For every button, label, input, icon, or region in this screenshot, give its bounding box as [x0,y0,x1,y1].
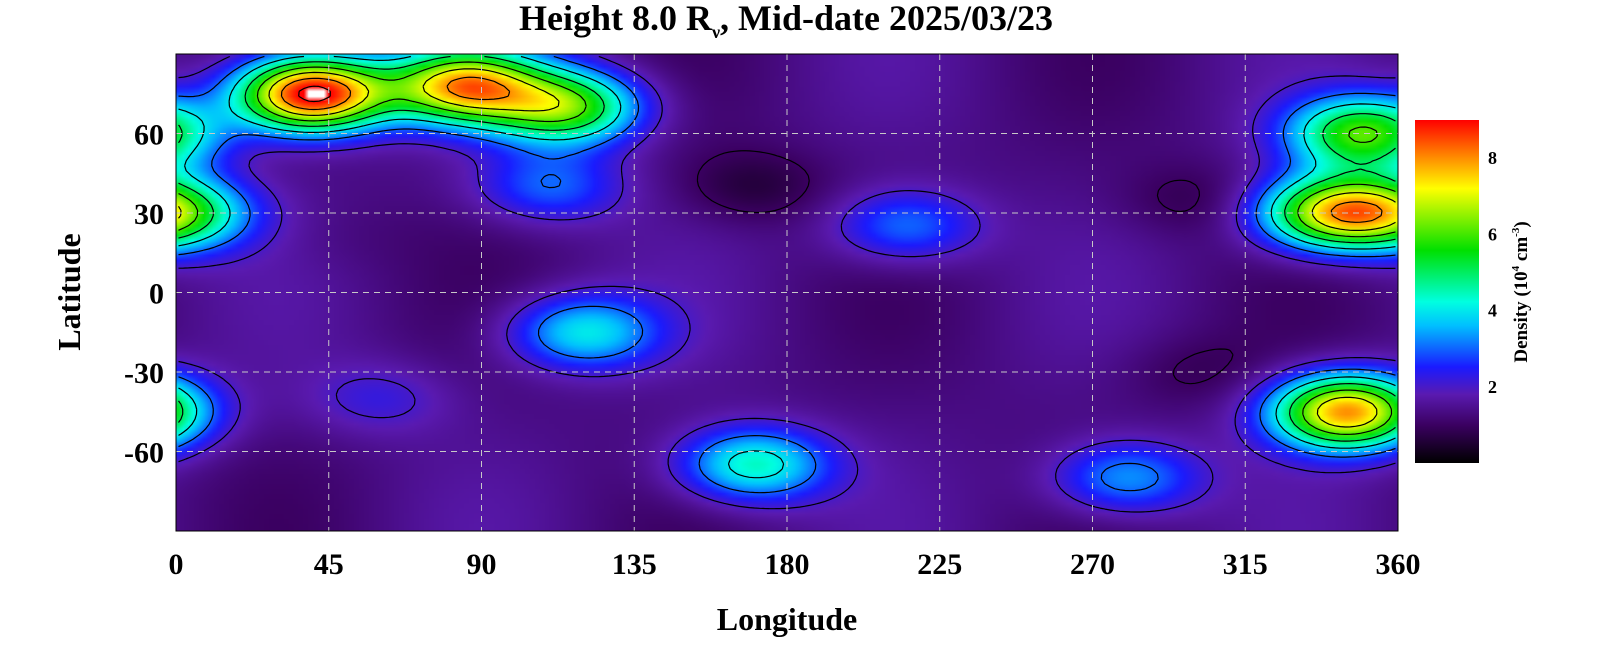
plot-frame [175,53,1399,532]
colorbar-label: Density (104 cm-3) [1510,221,1532,362]
colorbar-tick-label: 2 [1488,377,1497,397]
x-tick-label: 135 [612,548,657,581]
x-tick-label: 360 [1376,548,1421,581]
x-tick-label: 180 [765,548,810,581]
colorbar-tick-label: 8 [1488,148,1497,168]
contour-level-4 [178,55,1396,479]
contour-level-6 [178,61,1396,435]
grid-lines [176,54,1398,531]
y-tick-label: 0 [149,278,164,311]
colorbar-tick-label: 6 [1488,224,1497,244]
x-tick-label: 90 [467,548,497,581]
contour-level-8 [280,76,1383,223]
y-tick-label: 30 [134,198,164,231]
y-tick-label: -30 [124,357,164,390]
density-contours [177,55,1396,513]
x-axis-label: Longitude [717,601,857,637]
colorbar-tick-labels: 2 4 6 8 [1488,148,1497,397]
x-tick-label: 45 [314,548,344,581]
contour-level-1 [696,150,1234,385]
y-tick-labels: 60 30 0 -30 -60 [124,119,164,470]
contour-level-3 [178,55,1396,494]
colorbar-tick-label: 4 [1488,301,1497,321]
x-tick-label: 270 [1070,548,1115,581]
x-tick-label: 315 [1223,548,1268,581]
y-tick-label: -60 [124,437,164,470]
chart-title: Height 8.0 Rν, Mid-date 2025/03/23 [519,0,1053,42]
x-tick-label: 225 [917,548,962,581]
x-tick-label: 0 [169,548,184,581]
y-axis-label: Latitude [51,233,87,350]
colorbar-gradient [1415,120,1479,463]
contour-level-7 [177,68,1396,428]
colorbar: 2 4 6 8 Density (104 cm-3) [1415,120,1532,463]
plot-area [175,53,1399,532]
contour-level-2 [178,55,1396,513]
contour-level-5 [178,55,1396,442]
y-tick-label: 60 [134,119,164,152]
x-tick-labels: 0 45 90 135 180 225 270 315 360 [169,548,1421,581]
contour-level-9 [298,85,331,103]
